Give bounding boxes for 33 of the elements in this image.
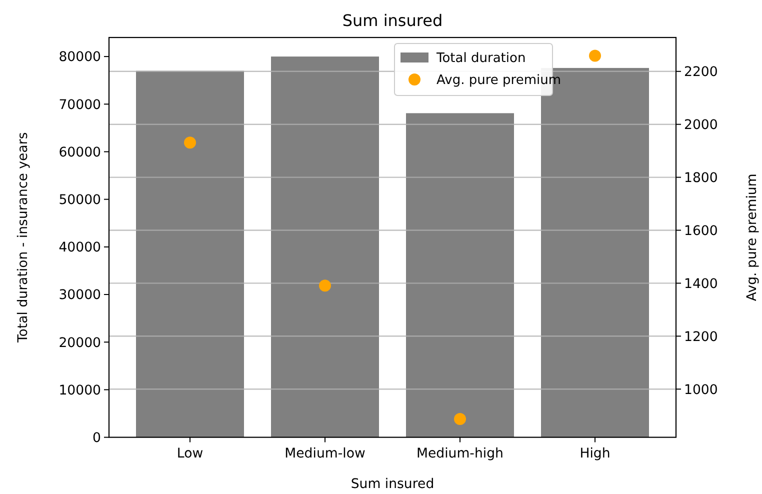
legend-label: Total duration: [436, 51, 526, 66]
legend-label: Avg. pure premium: [436, 73, 562, 88]
y-tick-label: 80000: [58, 50, 101, 66]
y2-tick-label: 2200: [684, 65, 718, 80]
x-tick-label: Low: [176, 446, 204, 462]
chart-title: Sum insured: [342, 11, 443, 30]
y-tick-label: 40000: [58, 240, 101, 256]
y-tick-label: 10000: [58, 383, 101, 398]
x-tick-label: High: [580, 446, 610, 462]
bar: [136, 70, 244, 438]
y2-tick-label: 2000: [684, 118, 718, 133]
y2-tick-label: 1000: [684, 382, 718, 398]
point: [184, 136, 196, 149]
x-axis-title: Sum insured: [350, 477, 434, 492]
x-tick-label: Medium-low: [284, 446, 366, 462]
y-tick-label: 30000: [58, 288, 101, 304]
point: [319, 280, 331, 292]
x-tick-label: Medium-high: [416, 446, 504, 462]
y-tick-label: 0: [92, 430, 101, 446]
y2-tick-label: 1200: [684, 330, 718, 345]
y-axis-title: Total duration - insurance years: [16, 132, 31, 344]
y-tick-label: 50000: [58, 192, 101, 208]
y2-tick-label: 1600: [684, 224, 718, 239]
y-tick-label: 70000: [58, 98, 101, 113]
y-tick-label: 20000: [58, 336, 101, 351]
bar: [271, 56, 379, 438]
y2-tick-label: 1400: [684, 276, 718, 292]
bar: [406, 113, 514, 438]
y2-tick-label: 1800: [684, 170, 718, 186]
y2-axis-title: Avg. pure premium: [745, 174, 760, 302]
y-tick-label: 60000: [58, 145, 101, 160]
point: [589, 50, 601, 62]
point: [454, 413, 466, 426]
